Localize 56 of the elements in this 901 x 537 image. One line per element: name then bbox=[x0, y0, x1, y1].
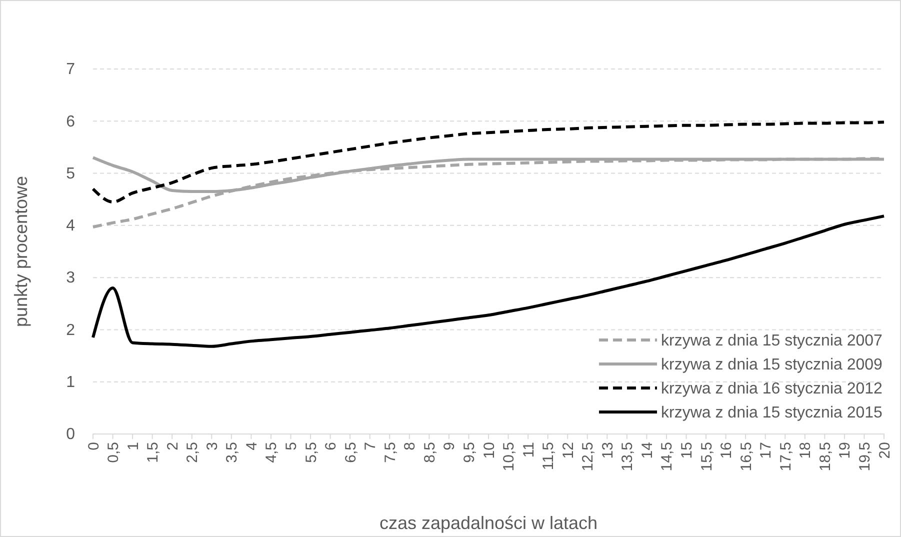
x-tick-label: 8,5 bbox=[421, 442, 438, 463]
x-tick-label: 7,5 bbox=[382, 442, 399, 463]
x-tick-label: 3 bbox=[204, 442, 221, 450]
x-tick-label: 16 bbox=[718, 442, 736, 459]
x-tick-label: 14,5 bbox=[658, 442, 676, 472]
x-tick-label: 4,5 bbox=[263, 442, 280, 463]
y-tick-label: 1 bbox=[66, 374, 76, 391]
y-tick-label: 3 bbox=[66, 270, 76, 287]
x-tick-label: 9,5 bbox=[460, 442, 478, 463]
x-tick-label: 11,5 bbox=[540, 442, 558, 470]
x-tick-label: 5,5 bbox=[302, 442, 320, 463]
x-tick-label: 18 bbox=[797, 442, 814, 459]
x-tick-label: 16,5 bbox=[738, 442, 755, 472]
x-tick-label: 7 bbox=[362, 442, 380, 450]
x-tick-label: 19 bbox=[836, 442, 854, 459]
legend-label: krzywa z dnia 16 stycznia 2012 bbox=[661, 380, 883, 398]
x-tick-label: 5 bbox=[283, 442, 300, 450]
x-tick-label: 2 bbox=[164, 442, 182, 450]
legend-label: krzywa z dnia 15 stycznia 2009 bbox=[661, 356, 883, 374]
y-tick-label: 4 bbox=[66, 218, 76, 235]
y-axis-title: punkty procentowe bbox=[11, 176, 31, 328]
x-tick-label: 0 bbox=[85, 442, 102, 450]
x-tick-label: 19,5 bbox=[856, 442, 874, 472]
x-tick-label: 6 bbox=[322, 442, 340, 450]
x-tick-label: 0,5 bbox=[105, 442, 122, 463]
x-tick-label: 9 bbox=[441, 442, 458, 450]
x-tick-label: 17,5 bbox=[777, 442, 794, 472]
x-tick-label: 4 bbox=[243, 442, 260, 450]
y-tick-label: 2 bbox=[66, 322, 76, 339]
y-tick-label: 6 bbox=[66, 113, 76, 130]
y-tick-label: 5 bbox=[66, 165, 76, 182]
x-tick-label: 10 bbox=[480, 442, 498, 459]
line-series bbox=[92, 214, 886, 348]
x-tick-label: 17 bbox=[758, 442, 775, 459]
x-axis-title: czas zapadalności w latach bbox=[379, 513, 598, 533]
x-tick-label: 12,5 bbox=[580, 442, 597, 472]
x-tick-label: 18,5 bbox=[816, 442, 834, 472]
legend-label: krzywa z dnia 15 stycznia 2015 bbox=[661, 404, 883, 422]
x-tick-label: 15,5 bbox=[698, 442, 716, 472]
line-series bbox=[92, 120, 886, 204]
x-tick-label: 13,5 bbox=[619, 442, 636, 472]
x-tick-label: 11 bbox=[520, 442, 538, 458]
x-tick-label: 12 bbox=[560, 442, 577, 459]
x-tick-label: 2,5 bbox=[184, 442, 202, 463]
x-tick-label: 10,5 bbox=[500, 442, 518, 472]
x-tick-label: 8 bbox=[402, 442, 419, 450]
legend-label: krzywa z dnia 15 stycznia 2007 bbox=[661, 332, 883, 350]
x-tick-label: 3,5 bbox=[224, 442, 241, 463]
x-tick-label: 15 bbox=[678, 442, 696, 459]
x-tick-label: 1,5 bbox=[144, 442, 162, 463]
x-tick-label: 6,5 bbox=[342, 442, 360, 463]
x-tick-label: 20 bbox=[876, 442, 894, 459]
x-tick-label: 1 bbox=[124, 442, 142, 450]
x-tick-label: 13 bbox=[599, 442, 616, 459]
y-tick-label: 7 bbox=[66, 61, 76, 78]
x-tick-label: 14 bbox=[638, 442, 656, 459]
